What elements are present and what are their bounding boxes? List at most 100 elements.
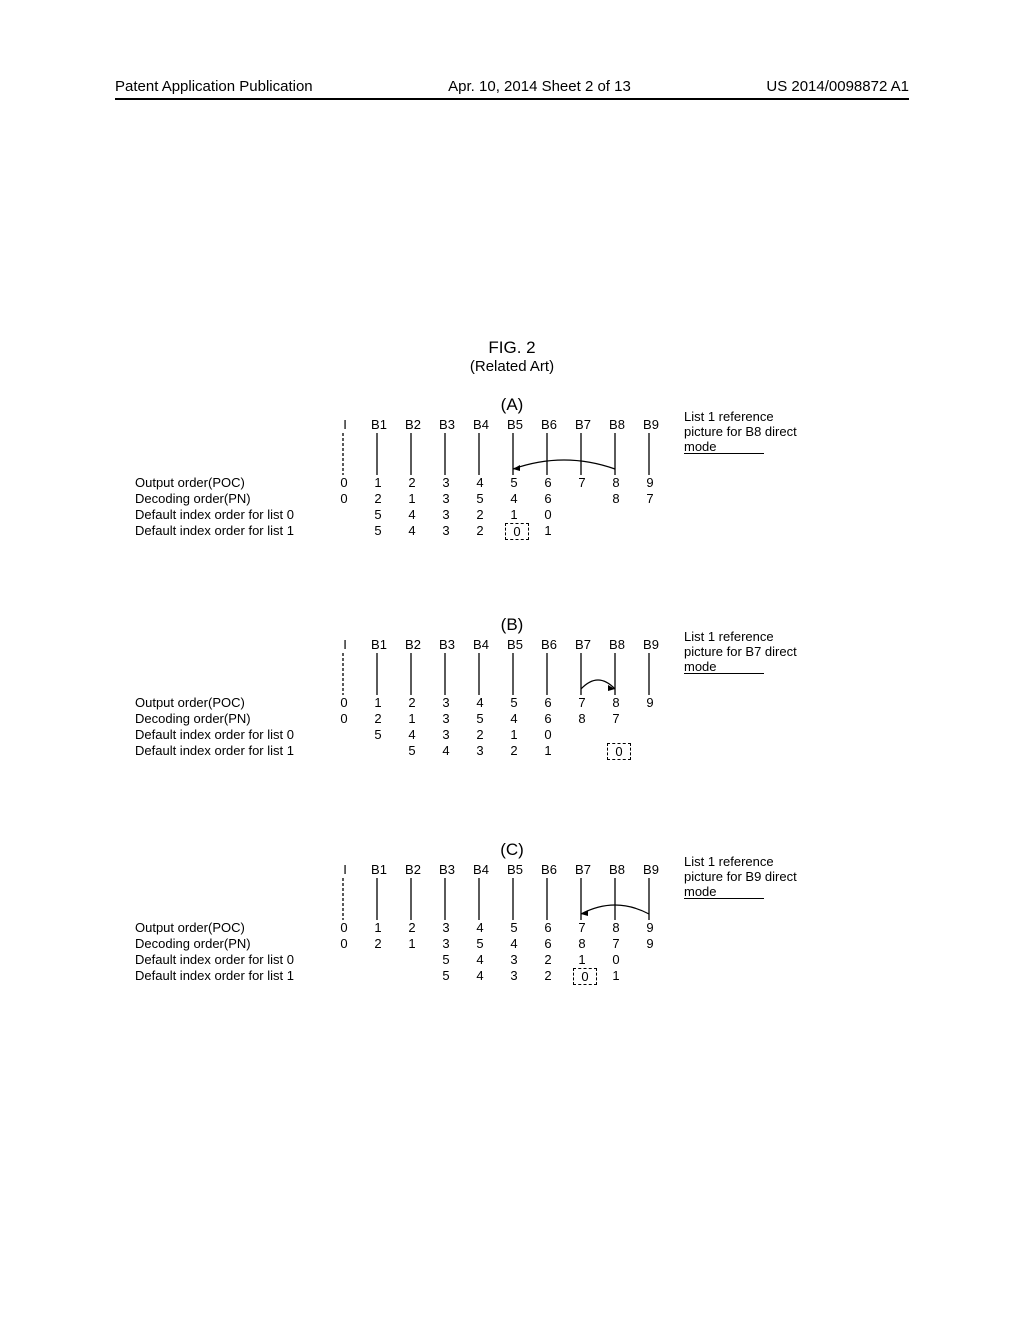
- value-cell: 0: [539, 507, 557, 522]
- picture-label: B4: [471, 417, 491, 432]
- value-cell: 0: [335, 936, 353, 951]
- panel-label-a: (A): [0, 395, 1024, 415]
- picture-label: B5: [505, 862, 525, 877]
- value-cell: 2: [505, 743, 523, 758]
- picture-label: B8: [607, 637, 627, 652]
- value-cell: 2: [369, 711, 387, 726]
- value-cell: 8: [607, 920, 625, 935]
- direct-mode-note: List 1 reference picture for B9 direct m…: [684, 854, 814, 899]
- value-cell: 3: [437, 920, 455, 935]
- value-cell: 4: [437, 743, 455, 758]
- value-cell: 1: [607, 968, 625, 983]
- value-cell: 2: [471, 727, 489, 742]
- value-cell: 4: [403, 507, 421, 522]
- picture-label: B9: [641, 417, 661, 432]
- value-cell: 5: [369, 507, 387, 522]
- value-cell: 8: [607, 695, 625, 710]
- value-cell: 5: [505, 920, 523, 935]
- picture-label: B4: [471, 862, 491, 877]
- picture-label: B6: [539, 637, 559, 652]
- value-cell: 1: [369, 920, 387, 935]
- panel-c: IB1B2B3B4B5B6B7B8B9Output order(POC)Deco…: [335, 862, 715, 992]
- value-cell: 5: [471, 491, 489, 506]
- direct-mode-note: List 1 reference picture for B8 direct m…: [684, 409, 814, 454]
- picture-label: I: [335, 637, 355, 652]
- value-cell: 1: [369, 695, 387, 710]
- value-cell: 3: [437, 475, 455, 490]
- value-cell: 8: [607, 475, 625, 490]
- value-cell: 5: [369, 727, 387, 742]
- boxed-zero-cell: 0: [607, 743, 631, 760]
- header-right: US 2014/0098872 A1: [766, 78, 909, 95]
- value-cell: 2: [403, 475, 421, 490]
- value-cell: 7: [573, 475, 591, 490]
- value-cell: 4: [471, 952, 489, 967]
- picture-label: B8: [607, 862, 627, 877]
- picture-label: B3: [437, 417, 457, 432]
- value-cell: 2: [403, 920, 421, 935]
- value-cell: 4: [471, 475, 489, 490]
- value-cell: 3: [437, 491, 455, 506]
- note-underline: [684, 453, 764, 454]
- value-cell: 7: [607, 936, 625, 951]
- value-cell: 9: [641, 695, 659, 710]
- value-cell: 3: [437, 695, 455, 710]
- picture-label: B4: [471, 637, 491, 652]
- value-cell: 1: [403, 936, 421, 951]
- value-cell: 4: [471, 920, 489, 935]
- picture-label: B7: [573, 637, 593, 652]
- value-cell: 2: [369, 936, 387, 951]
- picture-label: B2: [403, 862, 423, 877]
- value-cell: 0: [607, 952, 625, 967]
- boxed-zero-cell: 0: [505, 523, 529, 540]
- value-cell: 6: [539, 475, 557, 490]
- value-cell: 0: [335, 711, 353, 726]
- value-cell: 5: [505, 695, 523, 710]
- value-cell: 8: [607, 491, 625, 506]
- value-cell: 0: [335, 491, 353, 506]
- reference-arrow: [513, 460, 615, 469]
- value-cell: 1: [403, 491, 421, 506]
- figure-title: FIG. 2: [0, 338, 1024, 358]
- row-labels: Output order(POC)Decoding order(PN)Defau…: [135, 475, 294, 539]
- value-cell: 3: [437, 711, 455, 726]
- value-cell: 5: [471, 711, 489, 726]
- picture-label: B5: [505, 417, 525, 432]
- value-cell: 4: [403, 523, 421, 538]
- figure-subtitle: (Related Art): [0, 358, 1024, 375]
- panel-b: IB1B2B3B4B5B6B7B8B9Output order(POC)Deco…: [335, 637, 715, 767]
- value-cell: 1: [369, 475, 387, 490]
- value-cell: 2: [539, 952, 557, 967]
- value-cell: 3: [505, 968, 523, 983]
- value-cell: 8: [573, 711, 591, 726]
- value-cell: 4: [471, 695, 489, 710]
- value-cell: 2: [539, 968, 557, 983]
- value-cell: 2: [403, 695, 421, 710]
- row-labels: Output order(POC)Decoding order(PN)Defau…: [135, 695, 294, 759]
- value-cell: 5: [471, 936, 489, 951]
- value-cell: 0: [539, 727, 557, 742]
- value-cell: 1: [539, 743, 557, 758]
- picture-label: I: [335, 417, 355, 432]
- picture-label: B3: [437, 862, 457, 877]
- value-cell: 6: [539, 711, 557, 726]
- picture-label: B5: [505, 637, 525, 652]
- value-cell: 7: [573, 920, 591, 935]
- value-cell: 3: [437, 936, 455, 951]
- value-cell: 5: [437, 952, 455, 967]
- picture-label: B6: [539, 417, 559, 432]
- value-cell: 5: [437, 968, 455, 983]
- value-cell: 3: [505, 952, 523, 967]
- value-cell: 7: [573, 695, 591, 710]
- value-cell: 3: [437, 727, 455, 742]
- value-cell: 0: [335, 695, 353, 710]
- panel-a: IB1B2B3B4B5B6B7B8B9Output order(POC)Deco…: [335, 417, 715, 547]
- picture-label: B7: [573, 862, 593, 877]
- picture-label: B6: [539, 862, 559, 877]
- value-cell: 0: [335, 920, 353, 935]
- value-cell: 2: [471, 507, 489, 522]
- value-cell: 6: [539, 936, 557, 951]
- value-cell: 7: [641, 491, 659, 506]
- picture-label: B1: [369, 862, 389, 877]
- picture-label: B7: [573, 417, 593, 432]
